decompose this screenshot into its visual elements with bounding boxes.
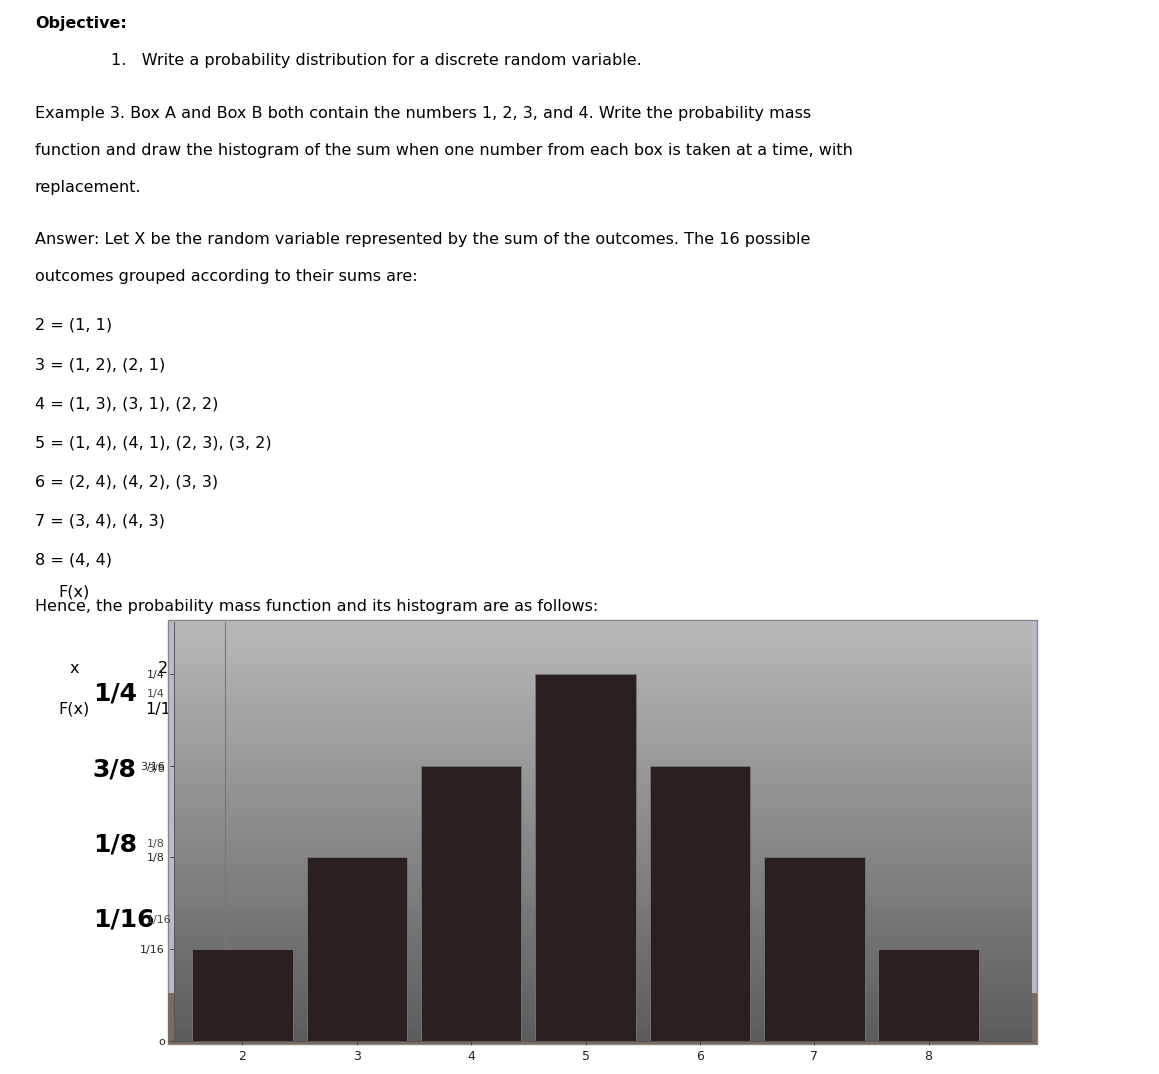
- Text: 3/8: 3/8: [147, 764, 165, 774]
- Text: 7 = (3, 4), (4, 3): 7 = (3, 4), (4, 3): [35, 513, 165, 528]
- Text: 7: 7: [659, 661, 670, 676]
- Text: F(x): F(x): [58, 701, 89, 716]
- Text: 1/8: 1/8: [651, 701, 677, 716]
- Text: 6: 6: [559, 661, 569, 676]
- Text: 1/16: 1/16: [93, 908, 154, 932]
- Text: function and draw the histogram of the sum when one number from each box is take: function and draw the histogram of the s…: [35, 143, 853, 158]
- Text: Objective:: Objective:: [35, 16, 126, 31]
- Text: 1/16: 1/16: [147, 915, 172, 925]
- Text: x: x: [70, 661, 79, 676]
- Text: 1/4: 1/4: [147, 688, 165, 699]
- Text: 2 = (1, 1): 2 = (1, 1): [35, 318, 112, 333]
- Text: 1/8: 1/8: [250, 701, 277, 716]
- Text: 3: 3: [258, 661, 269, 676]
- FancyBboxPatch shape: [168, 992, 1037, 1044]
- Text: 4 = (1, 3), (3, 1), (2, 2): 4 = (1, 3), (3, 1), (2, 2): [35, 396, 218, 411]
- FancyBboxPatch shape: [168, 620, 1037, 1044]
- Text: 8: 8: [759, 661, 770, 676]
- Text: 4: 4: [359, 661, 369, 676]
- Text: 1/16: 1/16: [746, 701, 782, 716]
- Text: Answer: Let X be the random variable represented by the sum of the outcomes. The: Answer: Let X be the random variable rep…: [35, 232, 810, 247]
- Text: Example 3. Box A and Box B both contain the numbers 1, 2, 3, and 4. Write the pr: Example 3. Box A and Box B both contain …: [35, 105, 811, 120]
- Text: 5 = (1, 4), (4, 1), (2, 3), (3, 2): 5 = (1, 4), (4, 1), (2, 3), (3, 2): [35, 435, 271, 450]
- Text: Hence, the probability mass function and its histogram are as follows:: Hence, the probability mass function and…: [35, 599, 598, 614]
- Text: 2: 2: [159, 661, 168, 676]
- Text: 1/4: 1/4: [451, 701, 476, 716]
- Text: 3 = (1, 2), (2, 1): 3 = (1, 2), (2, 1): [35, 357, 165, 372]
- Text: 1/8: 1/8: [147, 840, 165, 850]
- Text: 1.   Write a probability distribution for a discrete random variable.: 1. Write a probability distribution for …: [111, 54, 642, 69]
- Text: 1/16: 1/16: [145, 701, 181, 716]
- Text: 3/16: 3/16: [345, 701, 381, 716]
- Text: 6 = (2, 4), (4, 2), (3, 3): 6 = (2, 4), (4, 2), (3, 3): [35, 475, 218, 490]
- Text: 3/16: 3/16: [546, 701, 582, 716]
- Text: 8 = (4, 4): 8 = (4, 4): [35, 552, 111, 567]
- Text: 5: 5: [459, 661, 469, 676]
- Text: F(x): F(x): [58, 584, 89, 599]
- Text: 1/8: 1/8: [93, 832, 137, 856]
- Text: 1/4: 1/4: [93, 682, 137, 706]
- Text: replacement.: replacement.: [35, 180, 141, 195]
- Text: outcomes grouped according to their sums are:: outcomes grouped according to their sums…: [35, 270, 417, 285]
- Text: 3/8: 3/8: [93, 757, 137, 781]
